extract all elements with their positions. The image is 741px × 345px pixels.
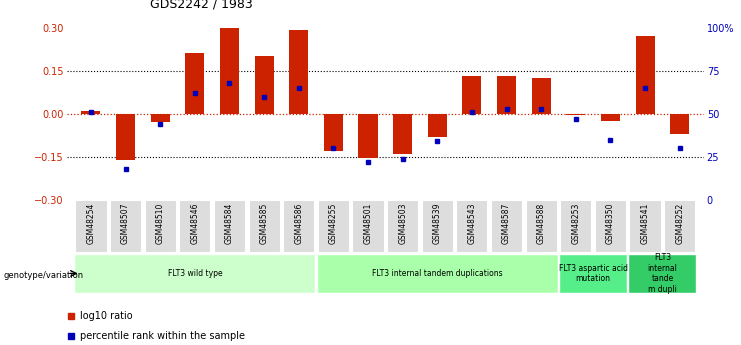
Text: GSM48501: GSM48501 [364,203,373,244]
Text: GSM48350: GSM48350 [606,203,615,244]
FancyBboxPatch shape [74,254,316,293]
FancyBboxPatch shape [353,200,384,252]
Text: GSM48586: GSM48586 [294,203,303,244]
Bar [462,77,482,114]
Text: GSM48541: GSM48541 [640,203,650,244]
Bar [116,114,135,160]
Bar [289,30,308,114]
Bar [601,114,620,121]
Text: GSM48253: GSM48253 [571,203,580,244]
Text: GSM48584: GSM48584 [225,203,234,244]
Bar [566,114,585,115]
Bar [255,56,273,114]
FancyBboxPatch shape [316,254,558,293]
Text: GSM48507: GSM48507 [121,203,130,244]
Text: log10 ratio: log10 ratio [80,311,133,321]
Text: GSM48546: GSM48546 [190,203,199,244]
Bar [393,114,412,154]
Bar [636,36,654,114]
FancyBboxPatch shape [214,200,245,252]
Bar [428,114,447,137]
Text: GSM48503: GSM48503 [398,203,407,244]
FancyBboxPatch shape [387,200,418,252]
FancyBboxPatch shape [144,200,176,252]
FancyBboxPatch shape [595,200,626,252]
FancyBboxPatch shape [179,200,210,252]
FancyBboxPatch shape [110,200,141,252]
Text: genotype/variation: genotype/variation [4,272,84,280]
Bar [82,111,101,114]
Text: GSM48543: GSM48543 [468,203,476,244]
Text: GSM48510: GSM48510 [156,203,165,244]
Text: GSM48539: GSM48539 [433,203,442,244]
Text: GDS2242 / 1983: GDS2242 / 1983 [150,0,252,10]
Bar [670,114,689,134]
Text: FLT3 aspartic acid
mutation: FLT3 aspartic acid mutation [559,264,628,283]
FancyBboxPatch shape [283,200,314,252]
Text: percentile rank within the sample: percentile rank within the sample [80,331,245,341]
Bar [531,78,551,114]
Bar [324,114,343,151]
Text: GSM48587: GSM48587 [502,203,511,244]
Bar [220,28,239,114]
FancyBboxPatch shape [525,200,556,252]
FancyBboxPatch shape [456,200,488,252]
Text: GSM48585: GSM48585 [259,203,268,244]
FancyBboxPatch shape [422,200,453,252]
Bar [185,53,205,114]
FancyBboxPatch shape [560,200,591,252]
Text: FLT3 internal tandem duplications: FLT3 internal tandem duplications [372,269,502,278]
Bar [497,77,516,114]
Text: GSM48588: GSM48588 [536,203,545,244]
Text: GSM48255: GSM48255 [329,203,338,244]
FancyBboxPatch shape [248,200,279,252]
FancyBboxPatch shape [559,254,627,293]
Text: GSM48254: GSM48254 [87,203,96,244]
Bar [359,114,377,158]
FancyBboxPatch shape [76,200,107,252]
FancyBboxPatch shape [318,200,349,252]
FancyBboxPatch shape [664,200,695,252]
FancyBboxPatch shape [628,254,697,293]
Text: FLT3 wild type: FLT3 wild type [167,269,222,278]
FancyBboxPatch shape [491,200,522,252]
FancyBboxPatch shape [630,200,661,252]
Text: GSM48252: GSM48252 [675,203,684,244]
Text: FLT3
internal
tande
m dupli: FLT3 internal tande m dupli [648,253,677,294]
Bar [150,114,170,122]
